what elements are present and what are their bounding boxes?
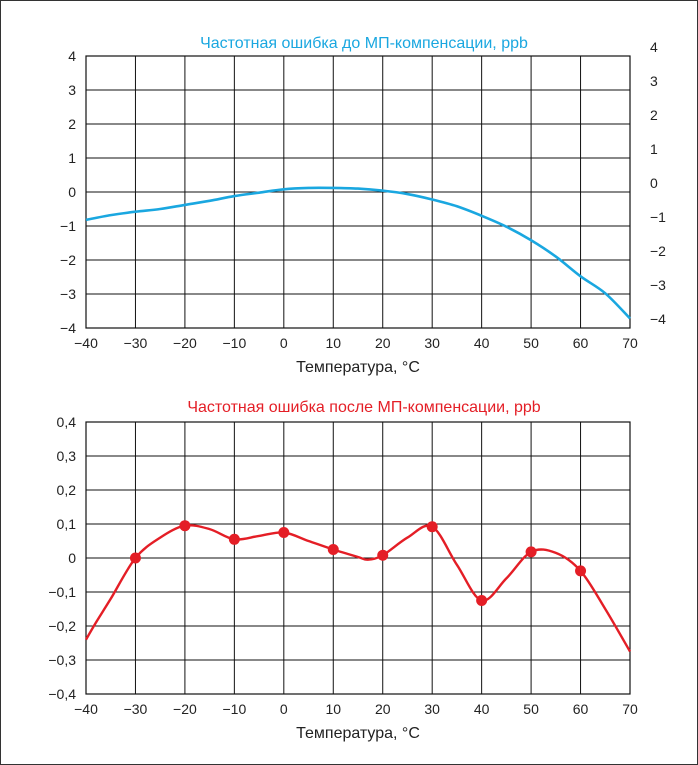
- y-tick-label: −0,1: [48, 584, 76, 600]
- y-tick-label-right: −3: [650, 277, 666, 293]
- x-tick-label: 60: [573, 701, 589, 717]
- x-tick-label: 70: [622, 701, 638, 717]
- y-tick-label: 1: [68, 150, 76, 166]
- data-point: [179, 520, 191, 532]
- y-tick-label-right: 1: [650, 141, 658, 157]
- y-tick-label: 0: [68, 184, 76, 200]
- x-tick-label: −20: [173, 335, 197, 351]
- y-tick-label: 4: [68, 48, 76, 64]
- y-tick-label: 0,1: [57, 516, 77, 532]
- y-tick-label-right: −2: [650, 243, 666, 259]
- series-line: [85, 186, 631, 320]
- series-line: [84, 524, 632, 653]
- y-tick-label: −0,4: [48, 686, 76, 702]
- y-tick-label: 0,3: [57, 448, 77, 464]
- x-tick-label: 0: [280, 701, 288, 717]
- x-tick-label: −40: [74, 335, 98, 351]
- x-tick-label: −20: [173, 701, 197, 717]
- y-tick-label: −0,3: [48, 652, 76, 668]
- y-tick-label-right: 4: [650, 39, 658, 55]
- y-tick-label: −0,2: [48, 618, 76, 634]
- y-tick-labels-left: 4 3 2 1 0 −1 −2 −3 −4: [60, 48, 76, 336]
- x-tick-labels: −40 −30 −20 −10 0 10 20 30 40 50 60 70: [74, 335, 638, 351]
- y-tick-label: −1: [60, 218, 76, 234]
- y-tick-label: 0: [68, 550, 76, 566]
- y-tick-label-right: 0: [650, 175, 658, 191]
- gridlines: [86, 56, 630, 328]
- y-tick-label: 3: [68, 82, 76, 98]
- y-tick-label: 2: [68, 116, 76, 132]
- x-tick-label: 40: [474, 335, 490, 351]
- data-point: [278, 527, 290, 538]
- data-point: [377, 549, 389, 561]
- x-axis-label: Температура, °C: [296, 359, 420, 376]
- x-tick-label: −30: [124, 701, 148, 717]
- x-tick-label: 30: [424, 701, 440, 717]
- data-point: [129, 552, 141, 564]
- y-tick-label-right: 2: [650, 107, 658, 123]
- y-tick-label: −3: [60, 286, 76, 302]
- y-tick-label: −4: [60, 320, 76, 336]
- x-tick-label: −10: [222, 335, 246, 351]
- data-point-markers: [129, 520, 587, 606]
- chart-before-compensation: −40 −30 −20 −10 0 10 20 30 40 50 60 70 43210−1−2−3−…: [60, 35, 666, 376]
- y-tick-label: −2: [60, 252, 76, 268]
- y-tick-label-right: −1: [650, 209, 666, 225]
- data-point: [575, 565, 587, 577]
- data-point: [327, 544, 339, 555]
- chart-title: Частотная ошибка после МП-компенсации, p…: [187, 399, 540, 416]
- y-tick-label-right: 3: [650, 73, 658, 89]
- data-point: [525, 546, 537, 558]
- x-tick-label: 50: [523, 335, 539, 351]
- y-tick-label: 0,4: [57, 414, 77, 430]
- x-tick-label: 40: [474, 701, 490, 717]
- x-tick-label: 70: [622, 335, 638, 351]
- data-point: [426, 521, 438, 533]
- chart-after-compensation: −40 −30 −20 −10 0 10 20 30 40 50 60 70 0,4 0,3 0,2 0,1…: [48, 399, 638, 742]
- x-tick-label: 20: [375, 701, 391, 717]
- y-tick-labels-right: 4 3 2 1 0 −1 −2 −3 −4: [650, 39, 666, 327]
- y-tick-labels-left: 0,4 0,3 0,2 0,1 0 −0,1 −0,2 −0,3 −0,4: [48, 414, 76, 702]
- x-tick-label: −40: [74, 701, 98, 717]
- x-tick-label: 30: [424, 335, 440, 351]
- x-tick-label: 10: [325, 335, 341, 351]
- x-tick-label: 20: [375, 335, 391, 351]
- x-tick-labels: −40 −30 −20 −10 0 10 20 30 40 50 60 70: [74, 701, 638, 717]
- x-axis-label: Температура, °C: [296, 725, 420, 742]
- x-tick-label: −10: [222, 701, 246, 717]
- chart-title: Частотная ошибка до МП-компенсации, ppb: [200, 35, 528, 52]
- x-tick-label: 60: [573, 335, 589, 351]
- x-tick-label: 0: [280, 335, 288, 351]
- x-tick-label: 10: [325, 701, 341, 717]
- y-tick-label-right: −4: [650, 311, 666, 327]
- x-tick-label: −30: [124, 335, 148, 351]
- y-tick-label: 0,2: [57, 482, 77, 498]
- x-tick-label: 50: [523, 701, 539, 717]
- data-point: [228, 533, 240, 545]
- data-point: [476, 595, 488, 606]
